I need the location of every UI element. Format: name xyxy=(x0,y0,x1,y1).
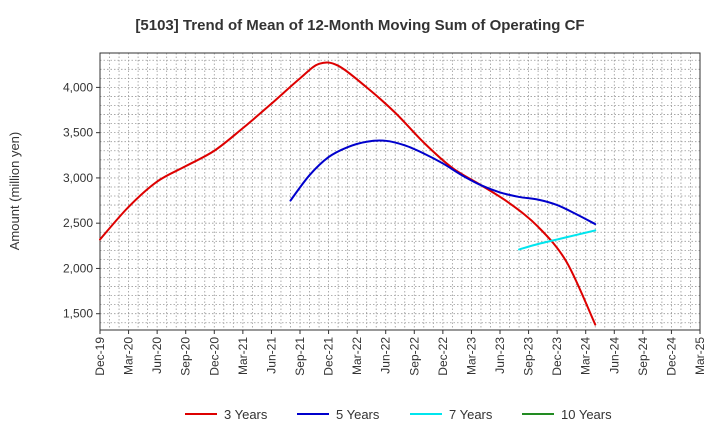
x-tick-label: Jun-24 xyxy=(607,337,621,374)
series-line-2 xyxy=(518,229,597,251)
y-axis-label: Amount (million yen) xyxy=(7,132,22,251)
x-tick-label: Sep-20 xyxy=(179,337,193,376)
y-tick-label: 3,500 xyxy=(63,126,93,140)
y-tick-label: 4,000 xyxy=(63,80,93,94)
x-tick-label: Dec-19 xyxy=(93,337,107,376)
x-tick-label: Mar-21 xyxy=(236,337,250,375)
x-tick-label: Mar-23 xyxy=(464,337,478,375)
grid xyxy=(100,53,700,330)
x-tick-label: Mar-24 xyxy=(579,337,593,375)
x-axis: Dec-19 Mar-20 Jun-20 Sep-20 Dec-20 Mar-21 Jun-… xyxy=(93,330,707,376)
x-tick-label: Mar-22 xyxy=(350,337,364,375)
x-tick-label: Jun-21 xyxy=(264,337,278,374)
y-axis: 1,500 2,000 2,500 3,000 3,500 4,000 xyxy=(63,80,100,321)
y-tick-label: 3,000 xyxy=(63,171,93,185)
legend-label-1: 5 Years xyxy=(336,407,380,422)
series-line-0 xyxy=(99,61,597,326)
x-tick-label: Jun-20 xyxy=(150,337,164,374)
x-tick-label: Sep-22 xyxy=(407,337,421,376)
legend-label-2: 7 Years xyxy=(449,407,493,422)
x-tick-label: Dec-23 xyxy=(550,337,564,376)
legend-label-0: 3 Years xyxy=(224,407,268,422)
x-tick-label: Sep-24 xyxy=(636,337,650,376)
x-tick-label: Mar-25 xyxy=(693,337,707,375)
x-tick-label: Jun-22 xyxy=(379,337,393,374)
y-tick-label: 1,500 xyxy=(63,307,93,321)
legend-label-3: 10 Years xyxy=(561,407,612,422)
x-tick-label: Dec-24 xyxy=(664,337,678,376)
legend: 3 Years 5 Years 7 Years 10 Years xyxy=(185,407,612,422)
series xyxy=(99,61,597,326)
x-tick-label: Dec-20 xyxy=(207,337,221,376)
x-tick-label: Sep-23 xyxy=(522,337,536,376)
series-line-1 xyxy=(289,139,597,226)
x-tick-label: Dec-21 xyxy=(322,337,336,376)
x-tick-label: Sep-21 xyxy=(293,337,307,376)
x-tick-label: Dec-22 xyxy=(436,337,450,376)
chart-title: [5103] Trend of Mean of 12-Month Moving … xyxy=(135,17,584,34)
x-tick-label: Mar-20 xyxy=(122,337,136,375)
plot-area xyxy=(99,52,701,331)
y-tick-label: 2,500 xyxy=(63,216,93,230)
y-tick-label: 2,000 xyxy=(63,261,93,275)
x-tick-label: Jun-23 xyxy=(493,337,507,374)
